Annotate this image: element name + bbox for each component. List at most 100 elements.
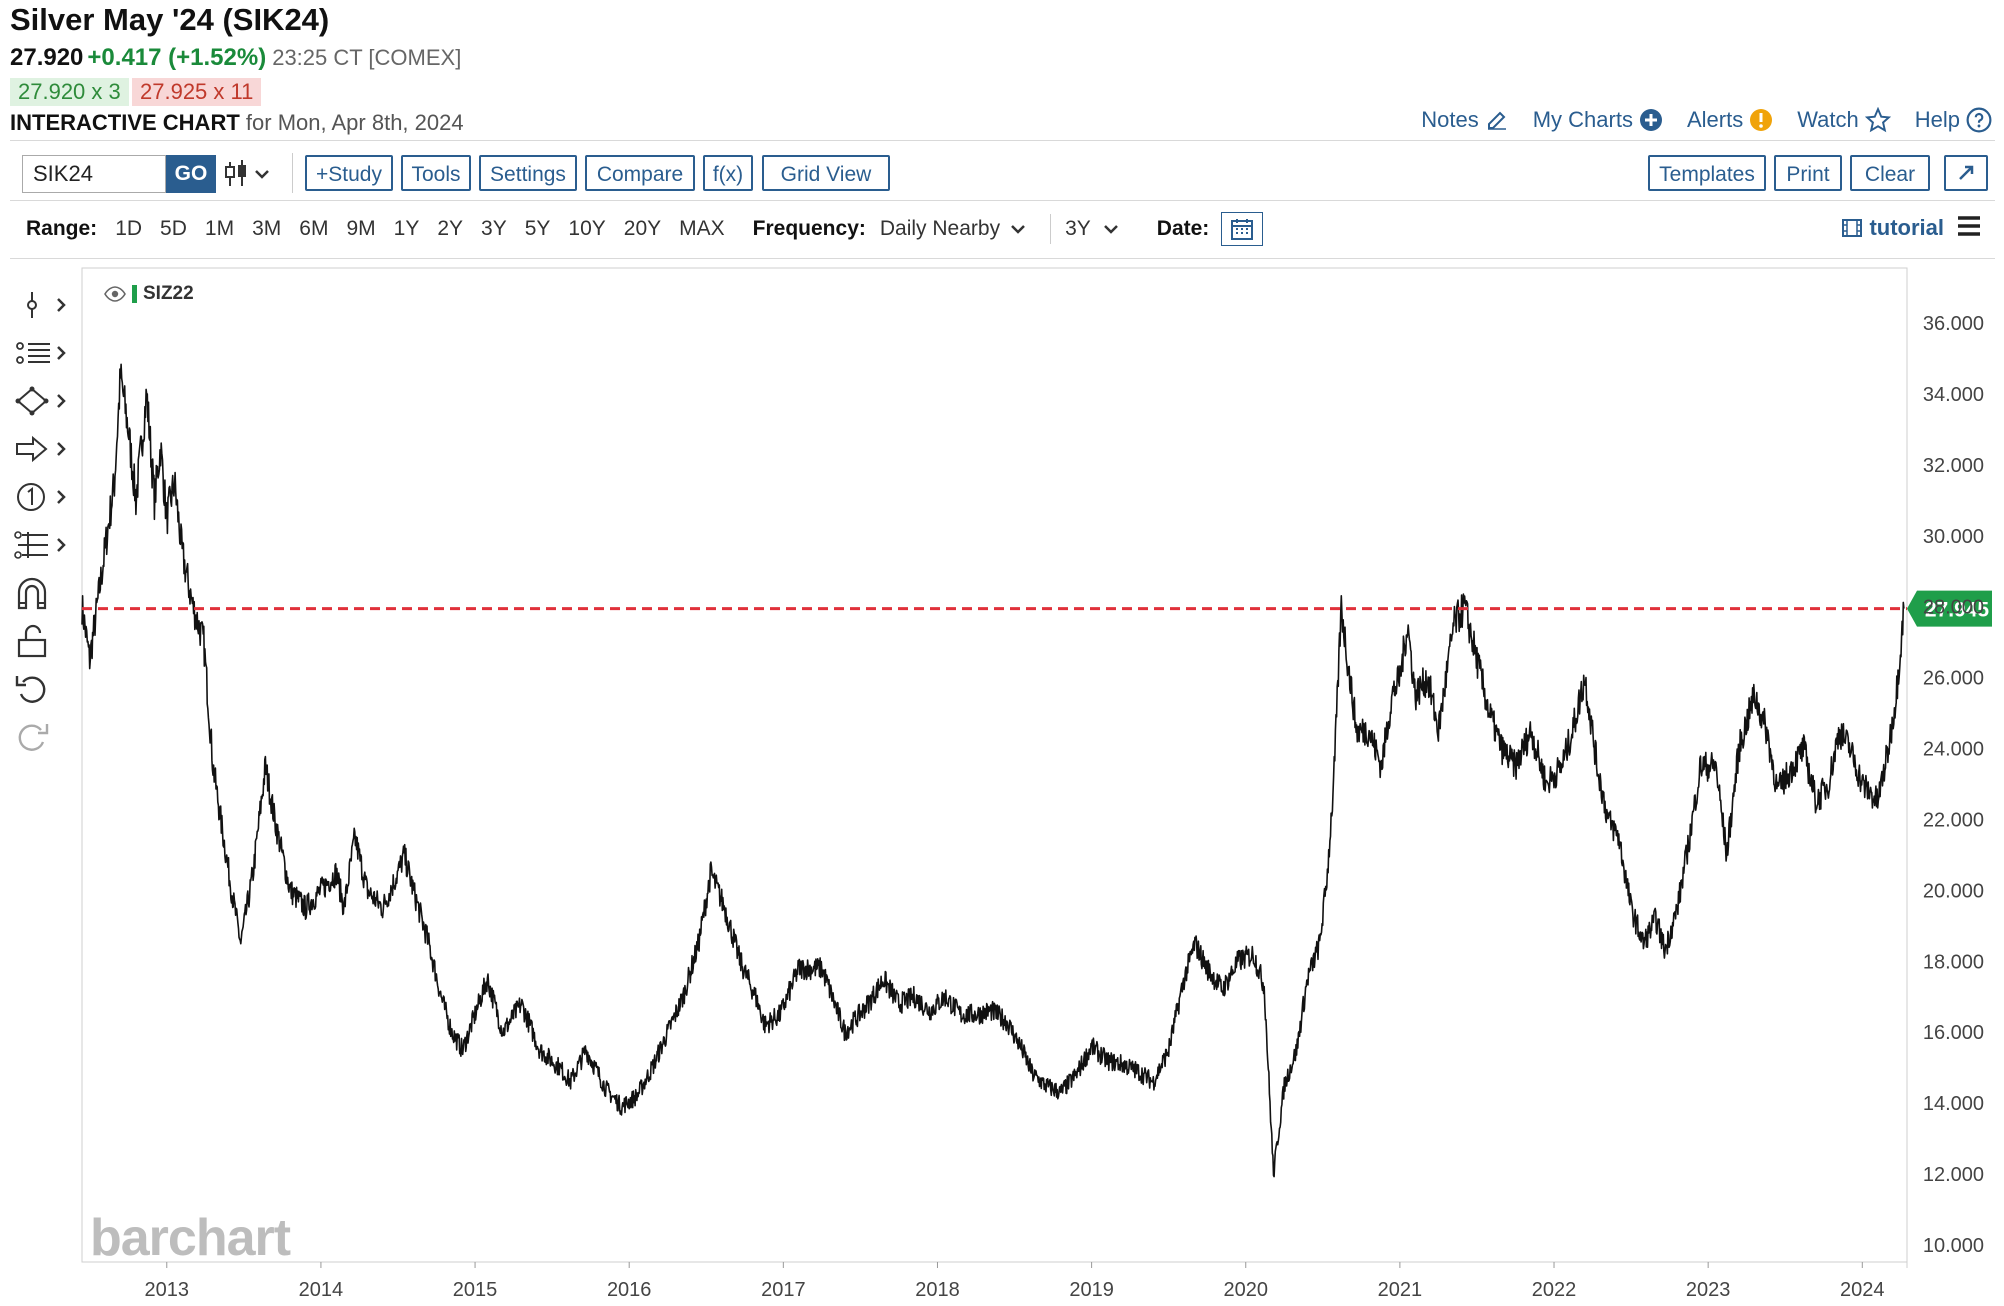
- chart-frame: [81, 267, 1908, 1268]
- symbol-input[interactable]: [22, 155, 166, 193]
- last-price: 27.920: [10, 44, 84, 71]
- shape-tool[interactable]: [14, 382, 74, 420]
- arrow-right-icon: [16, 435, 66, 463]
- x-tick-label: 2014: [299, 1279, 344, 1301]
- magnet-tool[interactable]: [14, 574, 74, 612]
- y-tick-label: 22.000: [1923, 809, 1984, 831]
- price-series: [81, 363, 1905, 1178]
- range-5d[interactable]: 5D: [160, 217, 187, 240]
- frequency-value: Daily Nearby: [879, 217, 1001, 240]
- x-tick-label: 2013: [145, 1279, 190, 1301]
- x-tick-label: 2020: [1223, 1279, 1268, 1301]
- watch-link[interactable]: Watch: [1797, 107, 1891, 133]
- chart-heading: INTERACTIVE CHART for Mon, Apr 8th, 2024: [10, 110, 464, 136]
- expand-button[interactable]: [1944, 155, 1988, 191]
- current-price-badge: [1907, 590, 1992, 627]
- go-button[interactable]: GO: [166, 155, 216, 193]
- series-color-swatch: [132, 285, 137, 303]
- arrow-tool[interactable]: [14, 430, 74, 468]
- chart-type-dropdown[interactable]: [224, 158, 276, 190]
- watch-label: Watch: [1797, 107, 1859, 132]
- undo-tool[interactable]: [14, 670, 74, 708]
- range-1m[interactable]: 1M: [204, 217, 235, 240]
- hamburger-menu-icon[interactable]: [1956, 214, 1982, 243]
- film-icon: [1842, 219, 1863, 237]
- y-tick-label: 24.000: [1923, 739, 1984, 761]
- help-icon: [1966, 107, 1992, 133]
- study-button[interactable]: +Study: [305, 155, 393, 191]
- chart-heading-date: for Mon, Apr 8th, 2024: [245, 110, 464, 135]
- x-tick-label: 2018: [915, 1279, 960, 1301]
- range-9m[interactable]: 9M: [346, 217, 376, 240]
- my-charts-label: My Charts: [1532, 107, 1633, 132]
- print-button[interactable]: Print: [1774, 155, 1842, 191]
- chart-legend: SIZ22: [104, 283, 194, 305]
- my-charts-link[interactable]: My Charts: [1533, 107, 1663, 133]
- templates-button[interactable]: Templates: [1648, 155, 1766, 191]
- x-tick-label: 2022: [1532, 1279, 1577, 1301]
- ask-badge: 27.925 x 11: [132, 78, 262, 106]
- alerts-link[interactable]: Alerts: [1687, 107, 1773, 133]
- y-tick-label: 36.000: [1923, 313, 1984, 335]
- range-row: Range: 1D 5D 1M 3M 6M 9M 1Y 2Y 3Y 5Y 10Y…: [26, 212, 1264, 246]
- plot-area-border: [81, 267, 1908, 1263]
- top-links: Notes My Charts Alerts Watch Help: [1421, 104, 1992, 136]
- tools-button[interactable]: Tools: [401, 155, 471, 191]
- eye-icon[interactable]: [104, 286, 126, 302]
- redo-tool[interactable]: [14, 718, 74, 756]
- y-tick-label: 20.000: [1923, 880, 1984, 902]
- y-tick-label: 34.000: [1923, 384, 1984, 406]
- crosshair-tool[interactable]: [14, 286, 74, 324]
- current-price-line-group: 27.945: [82, 590, 1992, 627]
- x-tick-label: 2017: [761, 1279, 806, 1301]
- fib-tool[interactable]: [14, 334, 74, 372]
- range-20y[interactable]: 20Y: [623, 217, 662, 240]
- x-tick-label: 2016: [607, 1279, 652, 1301]
- barchart-watermark: barchart: [90, 1209, 291, 1267]
- notes-link[interactable]: Notes: [1421, 107, 1508, 133]
- price-chart[interactable]: 27.945 10.000 12.000 14.000 16.000 18.000 20.…: [0, 260, 2004, 1306]
- crosshair-icon: [27, 292, 66, 318]
- frequency-dropdown[interactable]: Daily Nearby: [880, 217, 1026, 241]
- help-link[interactable]: Help: [1915, 107, 1992, 133]
- range-10y[interactable]: 10Y: [568, 217, 606, 240]
- plus-circle-icon: [1639, 109, 1662, 131]
- range-1y[interactable]: 1Y: [393, 217, 420, 240]
- range-1d[interactable]: 1D: [115, 217, 143, 240]
- period-dropdown[interactable]: 3Y: [1065, 217, 1119, 241]
- pattern-tool[interactable]: [14, 526, 74, 564]
- date-picker-button[interactable]: [1221, 212, 1264, 246]
- price-change: +0.417 (+1.52%): [87, 44, 267, 71]
- star-icon: [1864, 107, 1891, 133]
- compare-button[interactable]: Compare: [585, 155, 695, 191]
- range-3y[interactable]: 3Y: [481, 217, 507, 240]
- chevron-down-icon: [1011, 225, 1025, 234]
- range-max[interactable]: MAX: [679, 217, 725, 240]
- frequency-label: Frequency:: [752, 217, 866, 240]
- grid-view-button[interactable]: Grid View: [762, 155, 890, 191]
- settings-button[interactable]: Settings: [479, 155, 577, 191]
- tutorial-link[interactable]: tutorial: [1841, 215, 1944, 241]
- range-3m[interactable]: 3M: [252, 217, 282, 240]
- alert-icon: [1750, 109, 1773, 131]
- y-axis: 10.000 12.000 14.000 16.000 18.000 20.000 22.0…: [1923, 313, 1984, 1257]
- range-5y[interactable]: 5Y: [524, 217, 551, 240]
- y-tick-label: 10.000: [1923, 1235, 1984, 1257]
- range-2y[interactable]: 2Y: [437, 217, 464, 240]
- bid-badge: 27.920 x 3: [10, 78, 129, 106]
- diamond-shape-icon: [15, 386, 66, 416]
- chevron-down-icon: [1103, 225, 1118, 234]
- x-axis: 2013 2014 2015 2016 2017 2018 2019 2020 2021 2022…: [145, 1262, 1885, 1301]
- quote-line: 27.920 +0.417 (+1.52%) 23:25 CT [COMEX]: [10, 44, 461, 72]
- range-6m[interactable]: 6M: [299, 217, 329, 240]
- y-tick-label: 12.000: [1923, 1164, 1984, 1186]
- clear-button[interactable]: Clear: [1850, 155, 1930, 191]
- fx-button[interactable]: f(x): [703, 155, 753, 191]
- pencil-icon: [1487, 111, 1506, 130]
- y-tick-label: 26.000: [1923, 668, 1984, 690]
- divider: [10, 200, 1995, 201]
- lock-tool[interactable]: [14, 622, 74, 660]
- pattern-icon: [14, 531, 66, 559]
- numbered-marker-tool[interactable]: [14, 478, 74, 516]
- expand-arrow-icon: [1959, 165, 1974, 180]
